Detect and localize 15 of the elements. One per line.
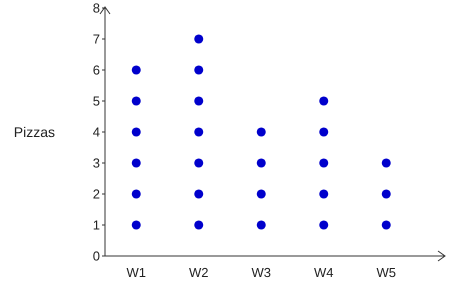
x-tick-label: W3 — [252, 265, 271, 280]
x-tick-label: W4 — [314, 265, 334, 280]
y-tick-label: 7 — [92, 32, 100, 47]
y-tick-label: 3 — [92, 156, 100, 171]
x-tick-label: W5 — [376, 265, 396, 280]
x-tick-label: W2 — [189, 265, 208, 280]
y-tick-label: 8 — [92, 0, 100, 16]
y-tick-label: 6 — [92, 62, 100, 78]
y-tick-label: 1 — [92, 218, 100, 233]
y-tick-label: 0 — [92, 248, 100, 264]
y-tick-label: 5 — [92, 94, 100, 109]
y-axis-title: Pizzas — [14, 124, 55, 140]
y-tick-label: 4 — [92, 124, 100, 140]
y-tick-label: 2 — [92, 186, 100, 202]
x-tick-label: W1 — [126, 265, 146, 280]
